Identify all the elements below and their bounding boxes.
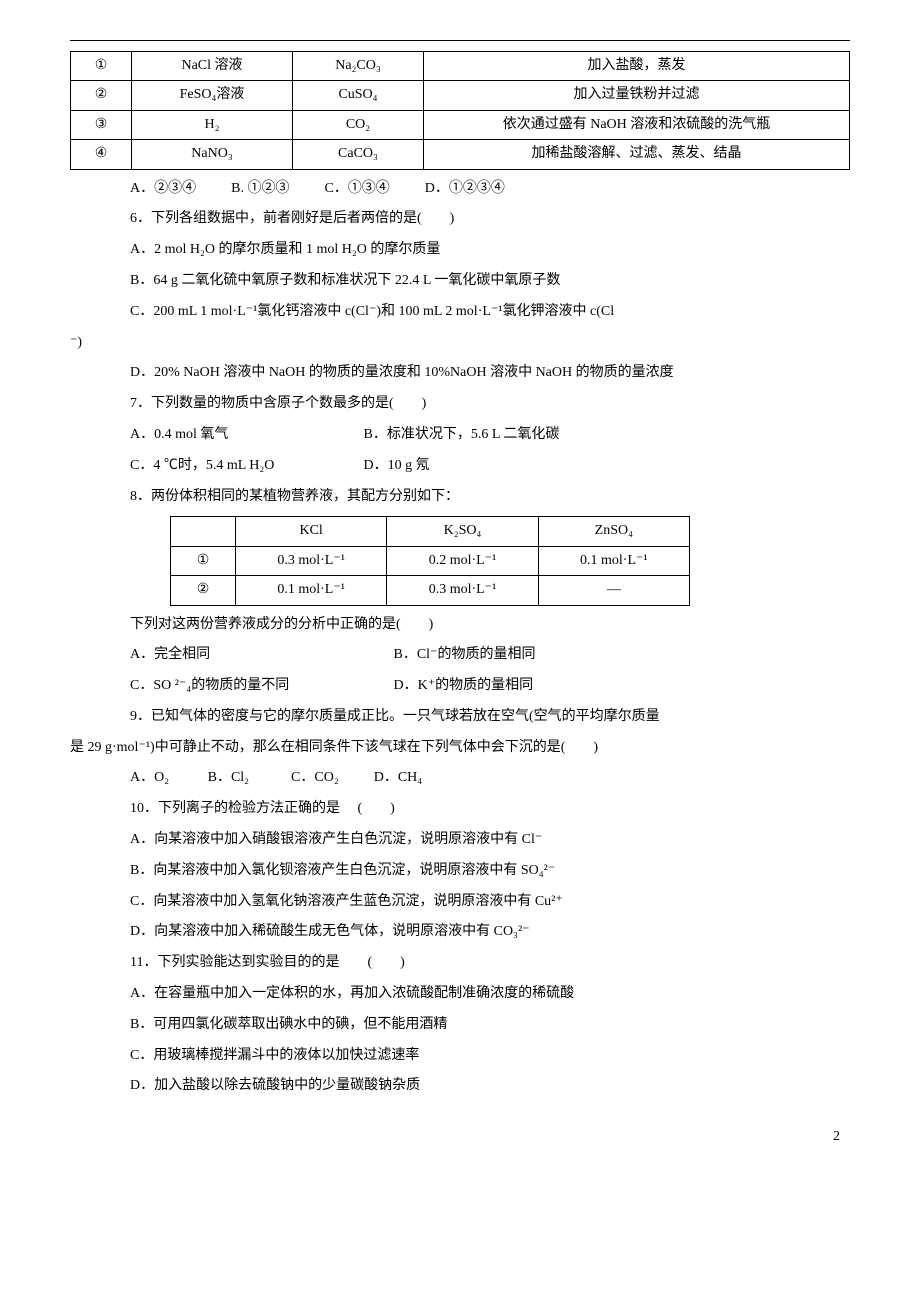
table-row: ① 0.3 mol·L⁻¹ 0.2 mol·L⁻¹ 0.1 mol·L⁻¹	[171, 546, 690, 575]
q8-stem: 8．两份体积相同的某植物营养液，其配方分别如下：	[70, 482, 850, 513]
cell: ①	[171, 546, 236, 575]
q9-options: A．O₂ B．Cl₂ C．CO₂ D．CH₄	[70, 763, 850, 794]
cell: NaNO₃	[132, 140, 293, 169]
q7-line1: A．0.4 mol 氧气 B．标准状况下，5.6 L 二氧化碳	[70, 420, 850, 451]
cell: ZnSO₄	[538, 517, 689, 546]
cell: —	[538, 576, 689, 605]
table-row: ④ NaNO₃ CaCO₃ 加稀盐酸溶解、过滤、蒸发、结晶	[71, 140, 850, 169]
q10-option-b: B．向某溶液中加入氯化钡溶液产生白色沉淀，说明原溶液中有 SO₄²⁻	[70, 856, 850, 887]
q7-option-d: D．10 g 氖	[364, 458, 430, 473]
cell: CaCO₃	[293, 140, 424, 169]
q8-after: 下列对这两份营养液成分的分析中正确的是( )	[70, 610, 850, 641]
q8-option-c: C．SO ²⁻₄的物质的量不同	[130, 671, 390, 702]
q10-option-a: A．向某溶液中加入硝酸银溶液产生白色沉淀，说明原溶液中有 Cl⁻	[70, 825, 850, 856]
q8-line2: C．SO ²⁻₄的物质的量不同 D．K⁺的物质的量相同	[70, 671, 850, 702]
cell: CuSO₄	[293, 81, 424, 110]
cell: KCl	[236, 517, 387, 546]
q10-option-c: C．向某溶液中加入氢氧化钠溶液产生蓝色沉淀，说明原溶液中有 Cu²⁺	[70, 887, 850, 918]
q6-option-d: D．20% NaOH 溶液中 NaOH 的物质的量浓度和 10%NaOH 溶液中…	[70, 358, 850, 389]
table-row: ① NaCl 溶液 Na₂CO₃ 加入盐酸，蒸发	[71, 52, 850, 81]
q6-option-c: C．200 mL 1 mol·L⁻¹氯化钙溶液中 c(Cl⁻)和 100 mL …	[70, 297, 850, 328]
cell: 0.3 mol·L⁻¹	[387, 576, 538, 605]
cell	[171, 517, 236, 546]
q11-option-d: D．加入盐酸以除去硫酸钠中的少量碳酸钠杂质	[70, 1071, 850, 1102]
cell: 加入过量铁粉并过滤	[424, 81, 850, 110]
header-rule	[70, 40, 850, 41]
cell: 0.1 mol·L⁻¹	[538, 546, 689, 575]
q11-option-a: A．在容量瓶中加入一定体积的水，再加入浓硫酸配制准确浓度的稀硫酸	[70, 979, 850, 1010]
q5-options: A．②③④ B. ①②③ C．①③④ D．①②③④	[70, 174, 850, 205]
cell: K₂SO₄	[387, 517, 538, 546]
cell: 0.2 mol·L⁻¹	[387, 546, 538, 575]
row-num: ③	[71, 110, 132, 139]
q8-line1: A．完全相同 B．Cl⁻的物质的量相同	[70, 640, 850, 671]
cell: 依次通过盛有 NaOH 溶液和浓硫酸的洗气瓶	[424, 110, 850, 139]
q11-option-c: C．用玻璃棒搅拌漏斗中的液体以加快过滤速率	[70, 1041, 850, 1072]
q11-option-b: B．可用四氯化碳萃取出碘水中的碘，但不能用酒精	[70, 1010, 850, 1041]
cell: 加入盐酸，蒸发	[424, 52, 850, 81]
purification-table: ① NaCl 溶液 Na₂CO₃ 加入盐酸，蒸发 ② FeSO₄溶液 CuSO₄…	[70, 51, 850, 170]
cell: Na₂CO₃	[293, 52, 424, 81]
q6-stem: 6．下列各组数据中，前者刚好是后者两倍的是( )	[70, 204, 850, 235]
nutrient-table: KCl K₂SO₄ ZnSO₄ ① 0.3 mol·L⁻¹ 0.2 mol·L⁻…	[170, 516, 690, 605]
cell: 0.1 mol·L⁻¹	[236, 576, 387, 605]
q8-option-d: D．K⁺的物质的量相同	[394, 678, 534, 693]
q6-option-c-cont: ⁻)	[70, 328, 850, 359]
q10-stem: 10．下列离子的检验方法正确的是 ( )	[70, 794, 850, 825]
cell: 加稀盐酸溶解、过滤、蒸发、结晶	[424, 140, 850, 169]
table-row: KCl K₂SO₄ ZnSO₄	[171, 517, 690, 546]
cell: FeSO₄溶液	[132, 81, 293, 110]
q6-option-b: B．64 g 二氧化硫中氧原子数和标准状况下 22.4 L 一氧化碳中氧原子数	[70, 266, 850, 297]
q6-option-a: A．2 mol H₂O 的摩尔质量和 1 mol H₂O 的摩尔质量	[70, 235, 850, 266]
q7-option-a: A．0.4 mol 氧气	[130, 420, 360, 451]
cell: CO₂	[293, 110, 424, 139]
row-num: ④	[71, 140, 132, 169]
q8-option-b: B．Cl⁻的物质的量相同	[394, 647, 536, 662]
q7-option-c: C．4 ℃时，5.4 mL H₂O	[130, 451, 360, 482]
table-row: ② 0.1 mol·L⁻¹ 0.3 mol·L⁻¹ —	[171, 576, 690, 605]
row-num: ①	[71, 52, 132, 81]
q8-option-a: A．完全相同	[130, 640, 390, 671]
cell: 0.3 mol·L⁻¹	[236, 546, 387, 575]
q7-line2: C．4 ℃时，5.4 mL H₂O D．10 g 氖	[70, 451, 850, 482]
q9-stem-2: 是 29 g·mol⁻¹)中可静止不动，那么在相同条件下该气球在下列气体中会下沉…	[70, 733, 850, 764]
q9-stem-1: 9．已知气体的密度与它的摩尔质量成正比。一只气球若放在空气(空气的平均摩尔质量	[70, 702, 850, 733]
q7-stem: 7．下列数量的物质中含原子个数最多的是( )	[70, 389, 850, 420]
row-num: ②	[71, 81, 132, 110]
q10-option-d: D．向某溶液中加入稀硫酸生成无色气体，说明原溶液中有 CO₃²⁻	[70, 917, 850, 948]
cell: NaCl 溶液	[132, 52, 293, 81]
table-row: ③ H₂ CO₂ 依次通过盛有 NaOH 溶液和浓硫酸的洗气瓶	[71, 110, 850, 139]
page-number: 2	[70, 1122, 850, 1153]
q11-stem: 11．下列实验能达到实验目的的是 ( )	[70, 948, 850, 979]
q7-option-b: B．标准状况下，5.6 L 二氧化碳	[364, 427, 560, 442]
cell: ②	[171, 576, 236, 605]
table-row: ② FeSO₄溶液 CuSO₄ 加入过量铁粉并过滤	[71, 81, 850, 110]
cell: H₂	[132, 110, 293, 139]
